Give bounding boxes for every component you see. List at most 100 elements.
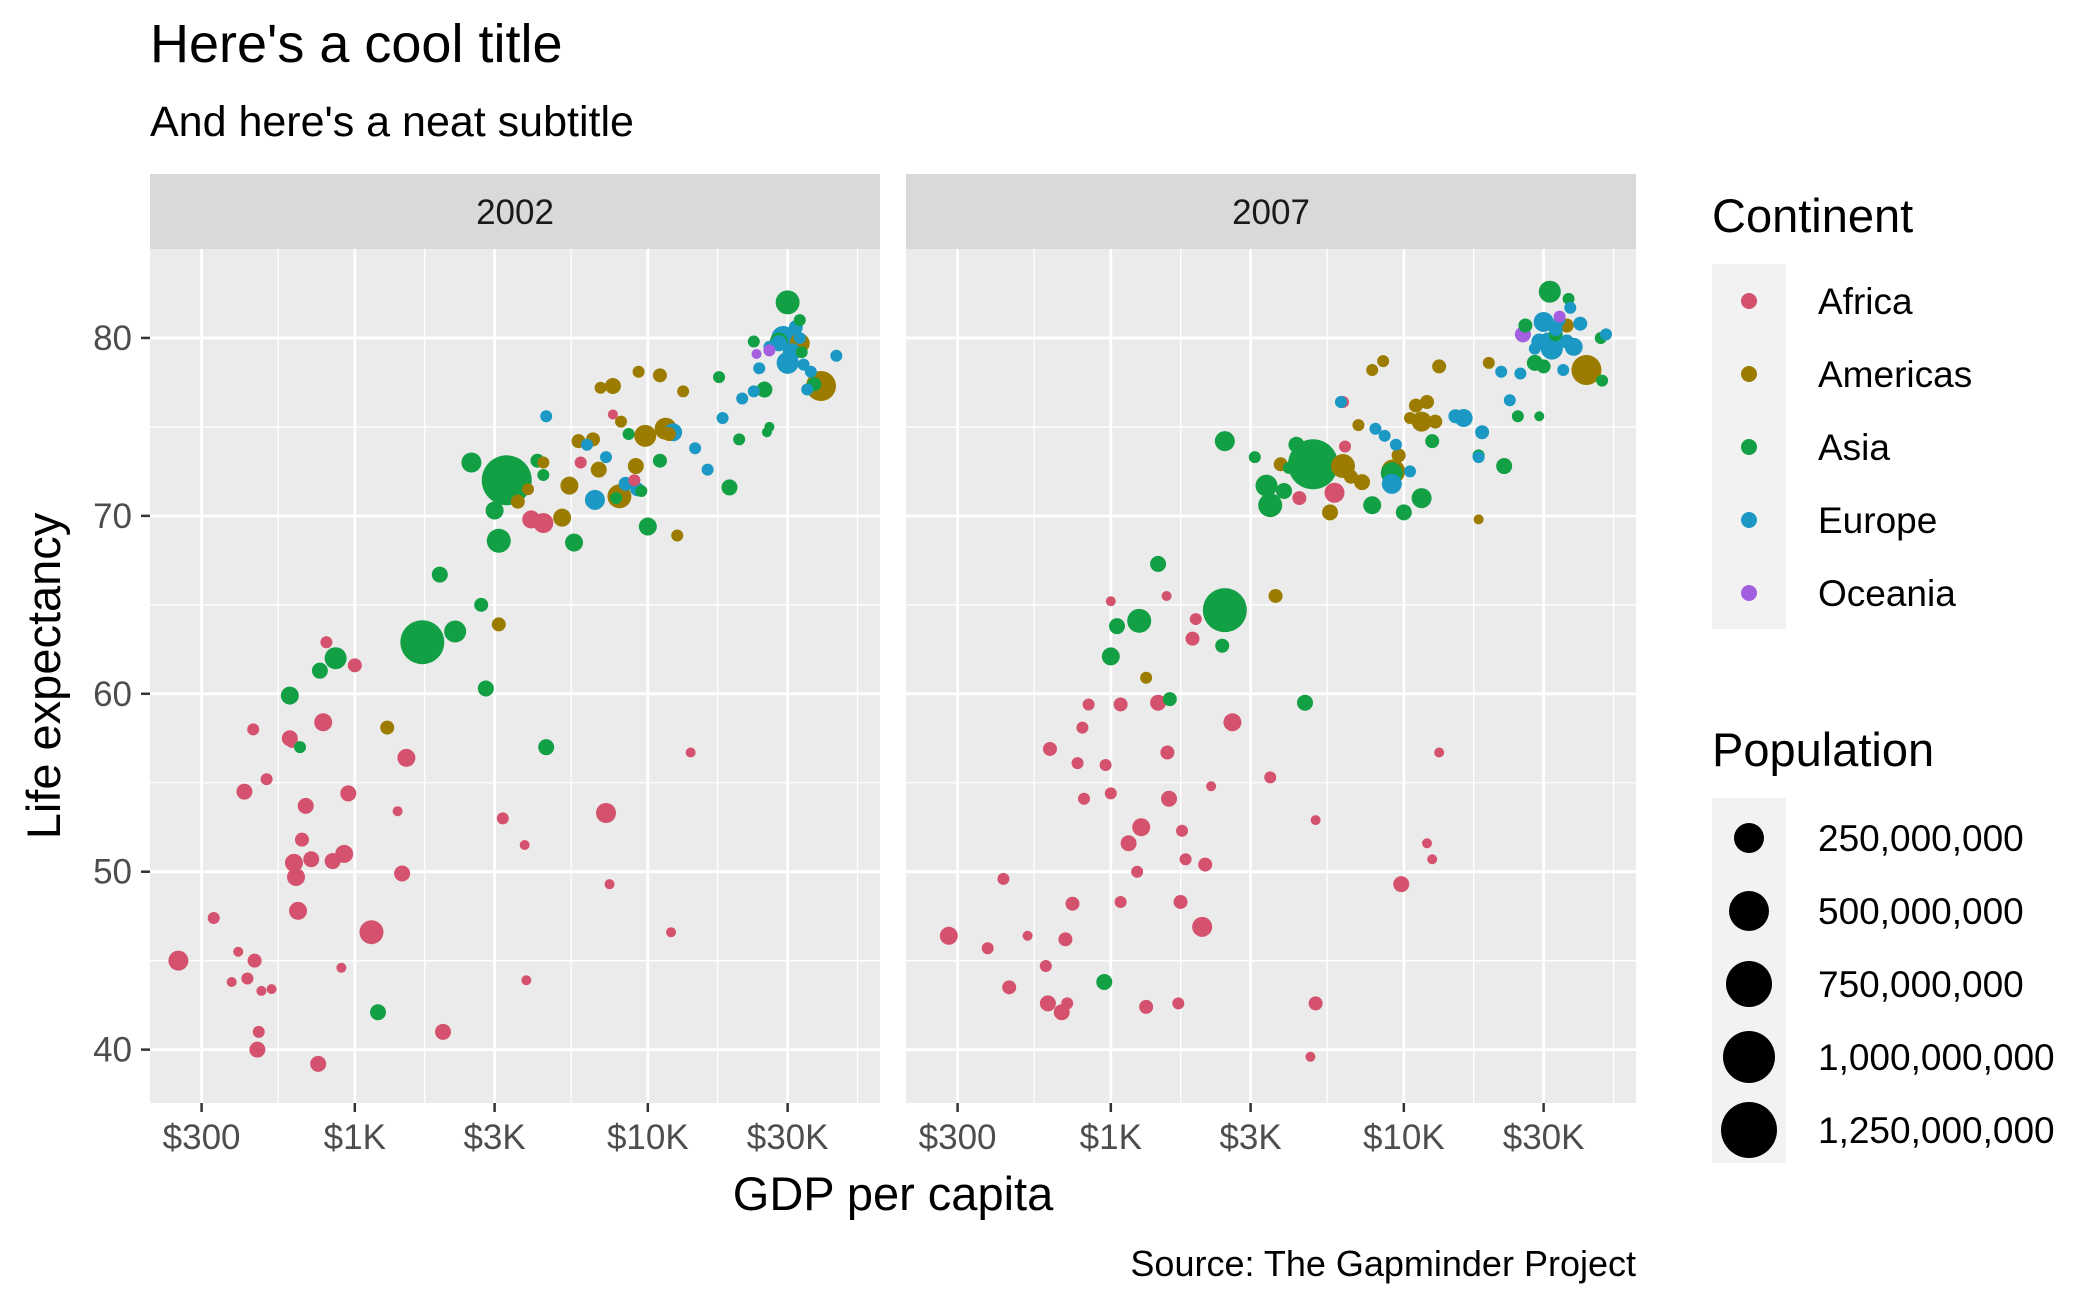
data-point-europe <box>584 489 605 510</box>
data-point-americas <box>521 483 534 496</box>
data-point-asia <box>721 479 738 496</box>
legend-label: 1,000,000,000 <box>1818 1037 2055 1078</box>
y-tick-label: 60 <box>93 675 132 714</box>
legend-size-key <box>1721 1102 1777 1158</box>
legend-key-asia <box>1741 439 1757 455</box>
data-point-americas <box>1343 469 1358 484</box>
data-point-asia <box>1596 374 1609 387</box>
x-tick-label: $1K <box>1080 1118 1142 1157</box>
y-tick-label: 80 <box>93 319 132 358</box>
legend-label: 750,000,000 <box>1818 964 2024 1005</box>
data-point-africa <box>1160 745 1175 760</box>
data-point-africa <box>939 926 958 945</box>
data-points <box>939 280 1613 1062</box>
data-point-europe <box>1503 394 1516 407</box>
data-point-africa <box>1310 815 1321 826</box>
data-point-africa <box>628 474 641 487</box>
x-tick-label: $300 <box>919 1118 997 1157</box>
data-point-europe <box>540 410 553 423</box>
data-point-europe <box>747 385 760 398</box>
legend-label: Europe <box>1818 500 1937 541</box>
data-point-africa <box>1161 790 1178 807</box>
data-point-africa <box>1393 876 1410 893</box>
legend-key-oceania <box>1741 585 1757 601</box>
data-point-europe <box>1378 429 1391 442</box>
data-point-europe <box>1495 365 1508 378</box>
data-point-africa <box>496 812 509 825</box>
data-point-asia <box>444 620 467 643</box>
legend-title: Population <box>1712 723 1934 776</box>
data-point-africa <box>1105 596 1116 607</box>
legend-key-africa <box>1741 293 1757 309</box>
data-point-africa <box>1099 758 1112 771</box>
data-point-africa <box>435 1023 452 1040</box>
legend-title: Continent <box>1712 189 1913 242</box>
data-point-africa <box>324 853 341 870</box>
data-point-africa <box>1077 792 1090 805</box>
data-point-europe <box>1381 473 1402 494</box>
data-point-asia <box>747 335 760 348</box>
data-point-africa <box>1104 787 1117 800</box>
data-point-asia <box>1101 647 1120 666</box>
data-point-americas <box>1377 355 1390 368</box>
plot-background <box>906 249 1636 1103</box>
data-point-asia <box>370 1004 387 1021</box>
data-point-americas <box>661 427 676 442</box>
data-point-africa <box>1113 697 1128 712</box>
data-point-africa <box>666 927 677 938</box>
data-point-africa <box>310 1055 327 1072</box>
data-point-europe <box>830 349 843 362</box>
data-point-americas <box>1391 448 1406 463</box>
data-point-africa <box>1114 895 1127 908</box>
data-point-americas <box>1354 474 1371 491</box>
grid-lines <box>906 249 1636 1103</box>
data-point-africa <box>1422 838 1433 849</box>
y-tick-label: 40 <box>93 1031 132 1070</box>
data-point-asia <box>793 314 806 327</box>
data-point-europe <box>1559 334 1574 349</box>
data-point-africa <box>522 510 541 529</box>
data-point-africa <box>1061 997 1074 1010</box>
data-point-africa <box>1173 894 1188 909</box>
data-point-africa <box>266 984 277 995</box>
data-point-europe <box>1369 422 1382 435</box>
data-point-asia <box>622 428 635 441</box>
data-point-americas <box>671 529 684 542</box>
x-tick-label: $3K <box>463 1118 525 1157</box>
legend-size-key <box>1726 961 1772 1007</box>
data-point-asia <box>461 452 482 473</box>
data-point-americas <box>1366 363 1379 376</box>
legend-label: 250,000,000 <box>1818 818 2024 859</box>
data-point-africa <box>997 872 1010 885</box>
x-tick-label: $10K <box>607 1118 689 1157</box>
data-point-africa <box>1150 694 1167 711</box>
data-point-asia <box>1127 608 1152 633</box>
data-point-americas <box>1322 504 1339 521</box>
data-point-americas <box>1268 588 1283 603</box>
data-point-europe <box>1514 367 1527 380</box>
data-point-asia <box>410 625 427 642</box>
data-point-asia <box>1162 692 1177 707</box>
data-point-africa <box>249 1041 266 1058</box>
data-point-asia <box>795 346 808 359</box>
data-point-africa <box>336 962 347 973</box>
data-point-asia <box>1282 461 1295 474</box>
data-point-asia <box>638 517 657 536</box>
data-point-asia <box>1248 451 1261 464</box>
legend-key-europe <box>1741 512 1757 528</box>
data-point-europe <box>1475 425 1490 440</box>
data-point-asia <box>775 290 800 315</box>
data-point-europe <box>701 463 714 476</box>
data-point-americas <box>510 494 525 509</box>
data-point-europe <box>1389 438 1402 451</box>
data-point-africa <box>521 975 532 986</box>
data-point-africa <box>314 713 333 732</box>
data-point-europe <box>753 362 766 375</box>
legend-label: 1,250,000,000 <box>1818 1110 2055 1151</box>
data-point-africa <box>1223 713 1242 732</box>
data-point-europe <box>1533 311 1554 332</box>
x-tick-label: $3K <box>1219 1118 1281 1157</box>
data-point-africa <box>1206 781 1217 792</box>
y-axis-ticks: 40 50 60 70 80 <box>93 319 150 1070</box>
